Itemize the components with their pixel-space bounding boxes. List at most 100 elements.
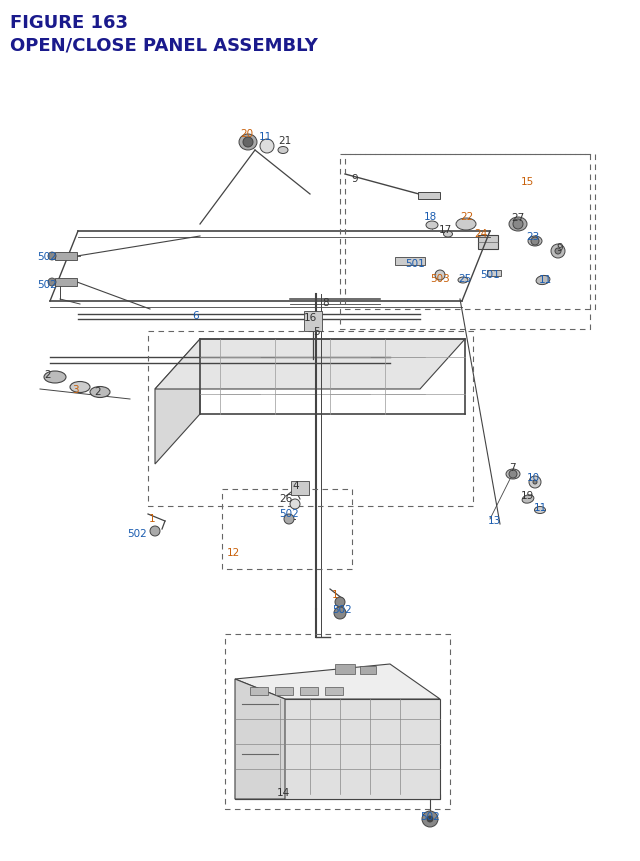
Circle shape xyxy=(555,249,561,255)
Text: 502: 502 xyxy=(279,508,299,518)
Text: 27: 27 xyxy=(511,213,525,223)
Bar xyxy=(418,193,440,200)
Text: 21: 21 xyxy=(278,136,292,146)
Text: 6: 6 xyxy=(193,311,199,320)
Text: 2: 2 xyxy=(95,387,101,397)
Bar xyxy=(225,635,450,809)
Bar xyxy=(222,489,352,569)
Bar xyxy=(55,279,77,287)
Bar xyxy=(335,664,355,674)
Text: 9: 9 xyxy=(557,243,563,253)
Circle shape xyxy=(551,245,565,258)
Text: 16: 16 xyxy=(303,313,317,323)
Text: 501: 501 xyxy=(480,269,500,280)
Ellipse shape xyxy=(528,237,542,247)
Text: 502: 502 xyxy=(37,280,57,289)
Text: 24: 24 xyxy=(474,229,488,238)
Ellipse shape xyxy=(239,135,257,151)
Circle shape xyxy=(529,476,541,488)
Circle shape xyxy=(435,270,445,281)
Text: 25: 25 xyxy=(458,274,472,283)
Text: 502: 502 xyxy=(420,811,440,821)
Text: 19: 19 xyxy=(520,491,534,500)
Bar xyxy=(55,253,77,261)
Polygon shape xyxy=(235,794,440,799)
Circle shape xyxy=(531,238,539,245)
Bar xyxy=(291,481,309,495)
Circle shape xyxy=(243,138,253,148)
Ellipse shape xyxy=(90,387,110,398)
Bar xyxy=(345,155,595,310)
Ellipse shape xyxy=(456,219,476,231)
Ellipse shape xyxy=(509,218,527,232)
Bar xyxy=(325,687,343,695)
Circle shape xyxy=(533,480,537,485)
Polygon shape xyxy=(235,679,285,799)
Circle shape xyxy=(427,816,433,822)
Bar xyxy=(275,687,293,695)
Polygon shape xyxy=(235,664,440,699)
Text: 13: 13 xyxy=(488,516,500,525)
Ellipse shape xyxy=(426,222,438,230)
Ellipse shape xyxy=(522,495,534,504)
Bar xyxy=(395,257,425,266)
Text: 22: 22 xyxy=(460,212,474,222)
Circle shape xyxy=(334,607,346,619)
Polygon shape xyxy=(478,236,498,250)
Circle shape xyxy=(150,526,160,536)
Bar xyxy=(487,270,501,276)
Text: 11: 11 xyxy=(533,503,547,512)
Text: 7: 7 xyxy=(509,462,515,473)
Ellipse shape xyxy=(44,372,66,383)
Circle shape xyxy=(260,139,274,154)
Polygon shape xyxy=(155,339,465,389)
Ellipse shape xyxy=(536,276,550,285)
Text: 8: 8 xyxy=(323,298,330,307)
Text: 4: 4 xyxy=(292,480,300,491)
Text: 11: 11 xyxy=(538,275,552,285)
Ellipse shape xyxy=(278,147,288,154)
Text: 9: 9 xyxy=(352,174,358,183)
Bar xyxy=(300,687,318,695)
Bar xyxy=(360,666,376,674)
Text: 10: 10 xyxy=(527,473,540,482)
Text: 1: 1 xyxy=(148,513,156,523)
Text: 17: 17 xyxy=(438,225,452,235)
Circle shape xyxy=(335,598,345,607)
Text: 11: 11 xyxy=(259,132,271,142)
Ellipse shape xyxy=(444,232,452,238)
Circle shape xyxy=(284,514,294,524)
Circle shape xyxy=(513,220,523,230)
Circle shape xyxy=(48,279,56,287)
Circle shape xyxy=(48,253,56,261)
Circle shape xyxy=(290,499,300,510)
Text: 20: 20 xyxy=(241,129,253,139)
Text: 501: 501 xyxy=(405,258,425,269)
Circle shape xyxy=(509,470,517,479)
Text: 502: 502 xyxy=(332,604,352,614)
Text: 502: 502 xyxy=(37,251,57,262)
Text: 23: 23 xyxy=(526,232,540,242)
Text: OPEN/CLOSE PANEL ASSEMBLY: OPEN/CLOSE PANEL ASSEMBLY xyxy=(10,36,318,54)
Ellipse shape xyxy=(506,469,520,480)
Text: FIGURE 163: FIGURE 163 xyxy=(10,14,128,32)
Ellipse shape xyxy=(458,278,468,283)
Text: 26: 26 xyxy=(280,493,292,504)
Text: 502: 502 xyxy=(127,529,147,538)
Circle shape xyxy=(422,811,438,827)
Bar xyxy=(340,155,590,330)
Text: 2: 2 xyxy=(45,369,51,380)
Text: 14: 14 xyxy=(276,787,290,797)
Ellipse shape xyxy=(534,507,545,514)
Polygon shape xyxy=(155,339,200,464)
Text: 18: 18 xyxy=(424,212,436,222)
Text: 503: 503 xyxy=(430,274,450,283)
Ellipse shape xyxy=(70,382,90,393)
Polygon shape xyxy=(235,699,440,799)
Text: 5: 5 xyxy=(313,326,319,337)
Bar xyxy=(148,331,473,506)
Text: 1: 1 xyxy=(332,589,339,599)
Text: 15: 15 xyxy=(520,177,534,187)
Text: 3: 3 xyxy=(72,385,78,394)
Bar xyxy=(250,687,268,695)
